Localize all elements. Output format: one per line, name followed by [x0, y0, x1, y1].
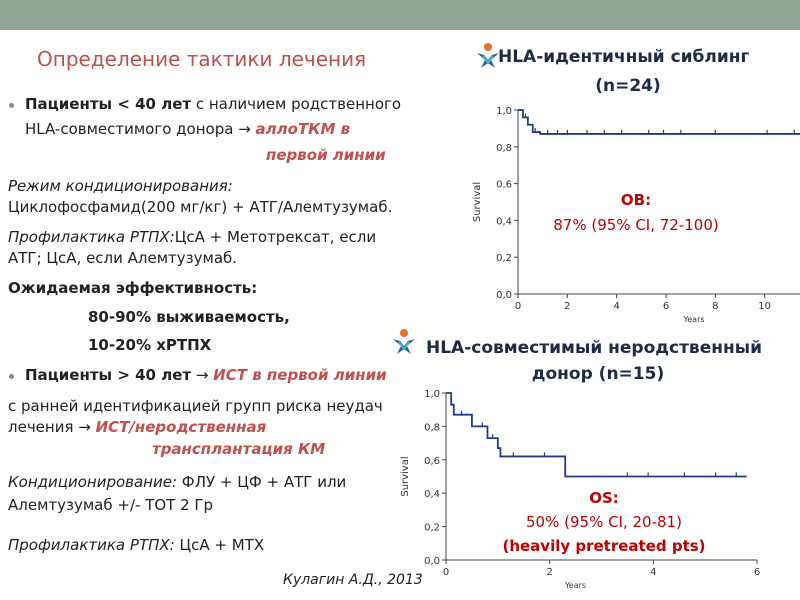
x-tick-label: 2: [564, 301, 570, 312]
x-tick-label: 6: [663, 301, 669, 312]
chart2-subtitle: донор (n=15): [531, 364, 665, 384]
prophylaxis-label: Профилактика РТПХ:: [8, 228, 175, 246]
prophylaxis-text1: ЦсА + Метотрексат, если: [174, 228, 377, 246]
bullet-under-40-line2: HLA-совместимого донора → аллоТКМ в: [25, 120, 350, 139]
y-axis-label: Survival: [472, 182, 483, 222]
under-40-label: Пациенты < 40 лет: [25, 95, 192, 113]
chart2-title: HLA-совместимый неродственный: [426, 338, 762, 358]
arrow-text: →: [191, 366, 214, 384]
y-tick-label: 1,0: [496, 106, 512, 117]
prophylaxis2-text: ЦсА + МТХ: [174, 536, 265, 554]
efficacy-label: Ожидаемая эффективность:: [8, 279, 258, 297]
os-annotation-value: 50% (95% CI, 20-81): [526, 513, 682, 531]
hla-donor-text: HLA-совместимого донора →: [25, 120, 256, 138]
y-tick-label: 0,2: [424, 523, 440, 534]
efficacy-gvhd: 10-20% хРТПХ: [88, 336, 212, 354]
os-annotation-title: OS:: [589, 489, 619, 507]
y-tick-label: 0,8: [424, 422, 440, 433]
conditioning2-text2: Алемтузумаб +/- ТОТ 2 Гр: [8, 496, 214, 514]
citation: Кулагин А.Д., 2013: [283, 572, 423, 588]
risk-text: лечения →: [8, 418, 96, 436]
y-tick-label: 0,0: [424, 556, 440, 567]
bullet-over-40: Пациенты > 40 лет → ИСТ в первой линии: [25, 366, 387, 385]
survival-curve: [518, 109, 800, 135]
y-tick-label: 0,4: [496, 216, 512, 227]
donor-logo-icon: [393, 329, 415, 354]
chart1-title: HLA-идентичный сиблинг: [498, 47, 750, 67]
chart1-subtitle: (n=24): [595, 76, 661, 96]
ist-first-line: ИСТ в первой линии: [213, 366, 387, 384]
over-40-label: Пациенты > 40 лет: [25, 366, 192, 384]
os-annotation-value: 87% (95% CI, 72-100): [553, 216, 718, 234]
y-tick-label: 0,8: [496, 143, 512, 154]
conditioning2-label: Кондиционирование:: [8, 473, 178, 491]
y-tick-label: 1,0: [424, 389, 440, 400]
y-tick-label: 0,6: [424, 456, 440, 467]
risk-line2: лечения → ИСТ/неродственная: [8, 418, 266, 437]
x-tick-label: 0: [443, 567, 449, 578]
x-tick-label: 2: [546, 567, 552, 578]
prophylaxis-line1: Профилактика РТПХ:ЦсА + Метотрексат, есл…: [8, 228, 376, 247]
x-tick-label: 4: [613, 301, 619, 312]
conditioning2-text1: ФЛУ + ЦФ + АТГ или: [177, 473, 347, 491]
header-bar: [0, 0, 800, 30]
risk-line1: с ранней идентификацией групп риска неуд…: [8, 397, 383, 415]
allo-tkm-text: аллоТКМ в: [255, 120, 351, 138]
os-annotation-title: OB:: [621, 191, 651, 209]
conditioning-label: Режим кондиционирования:: [8, 177, 233, 195]
bullet-dot: [9, 103, 14, 108]
under-40-text: с наличием родственного: [191, 95, 402, 113]
efficacy-survival: 80-90% выживаемость,: [88, 308, 290, 326]
bullet-under-40: Пациенты < 40 лет с наличием родственног…: [25, 95, 401, 114]
y-tick-label: 0,6: [496, 180, 512, 191]
km-chart-unrelated: 0,0 0,2 0,4 0,6 0,8 1,0 0 2 4 6 Years Survival OS: 50…: [400, 389, 760, 590]
y-axis-label: Survival: [400, 456, 411, 496]
slide-title: Определение тактики лечения: [37, 47, 367, 71]
x-axis-label: Years: [564, 581, 586, 590]
y-tick-label: 0,2: [496, 253, 512, 264]
x-axis-label: Years: [682, 315, 704, 324]
prophylaxis2-line: Профилактика РТПХ: ЦсА + МТХ: [8, 536, 264, 555]
prophylaxis-text2: АТГ; ЦсА, если Алемтузумаб.: [8, 249, 238, 267]
bm-transplant: трансплантация КМ: [152, 440, 326, 458]
donor-logo-icon: [477, 43, 499, 68]
ist-unrelated: ИСТ/неродственная: [95, 418, 267, 436]
x-tick-label: 6: [754, 567, 760, 578]
x-tick-label: 4: [650, 567, 656, 578]
x-tick-label: 8: [712, 301, 718, 312]
prophylaxis2-label: Профилактика РТПХ:: [8, 536, 175, 554]
y-tick-label: 0,0: [496, 290, 512, 301]
km-chart-sibling: 0,00,20,40,60,81,0024681012YearsSurvival…: [472, 106, 800, 324]
x-tick-label: 10: [758, 301, 771, 312]
os-annotation-note: (heavily pretreated pts): [502, 537, 705, 555]
conditioning-text: Циклофосфамид(200 мг/кг) + АТГ/Алемтузум…: [8, 198, 393, 216]
survival-curve: [446, 392, 747, 478]
x-tick-label: 0: [515, 301, 521, 312]
bullet-dot: [9, 374, 14, 379]
first-line-text: первой линии: [266, 146, 386, 164]
y-tick-label: 0,4: [424, 489, 440, 500]
conditioning2-line1: Кондиционирование: ФЛУ + ЦФ + АТГ или: [8, 473, 346, 492]
